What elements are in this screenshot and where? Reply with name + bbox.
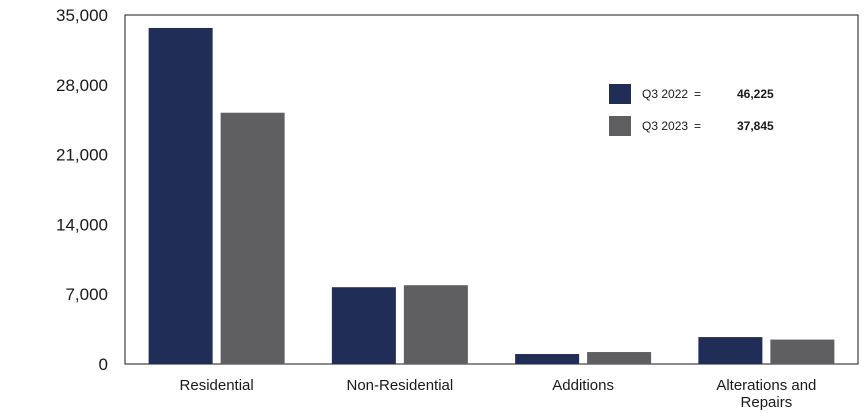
- bar-q3-2022-0: [148, 27, 213, 364]
- bar-q3-2022-2: [515, 354, 580, 364]
- y-tick-label: 14,000: [56, 215, 108, 234]
- x-tick-label: Additions: [552, 377, 614, 394]
- legend-label: Q3 2022 =: [642, 87, 701, 101]
- bar-q3-2023-0: [220, 112, 285, 364]
- bar-q3-2023-1: [403, 285, 468, 364]
- y-tick-label: 0: [99, 355, 108, 374]
- y-axis: 0 7,000 14,000 21,000 28,000 35,000: [56, 6, 859, 374]
- legend-total: 46,225: [737, 87, 774, 101]
- bar-q3-2022-1: [331, 287, 396, 364]
- y-tick-label: 35,000: [56, 6, 108, 25]
- x-tick-label: Alterations and Repairs: [716, 377, 816, 411]
- x-tick-label: Non-Residential: [347, 377, 454, 394]
- plot-frame: [124, 14, 859, 365]
- x-axis: Residential Non-Residential Additions Alter…: [180, 377, 817, 411]
- y-tick-label: 21,000: [56, 146, 108, 165]
- y-tick-label: 28,000: [56, 76, 108, 95]
- legend-swatch: [609, 84, 631, 104]
- y-tick-label: 7,000: [65, 285, 108, 304]
- legend: Q3 2022 = 46,225 Q3 2023 = 37,845: [609, 84, 774, 136]
- legend-label: Q3 2023 =: [642, 119, 701, 133]
- legend-total: 37,845: [737, 119, 774, 133]
- bar-q3-2023-2: [587, 352, 652, 364]
- x-tick-label: Residential: [180, 377, 254, 394]
- bar-q3-2022-3: [698, 337, 763, 364]
- legend-swatch: [609, 116, 631, 136]
- bars: [148, 27, 835, 364]
- bar-q3-2023-3: [770, 339, 835, 364]
